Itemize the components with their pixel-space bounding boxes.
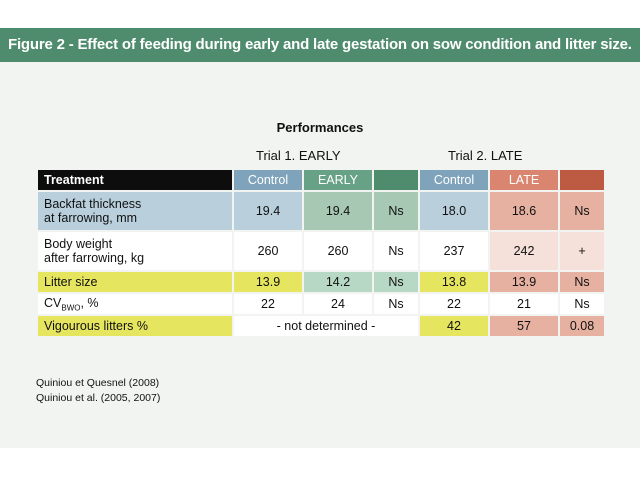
header-treatment: Treatment (38, 170, 232, 190)
cell-t2-control: 22 (420, 294, 488, 314)
row-label: Backfat thickness at farrowing, mm (38, 192, 232, 230)
cell-t1-control: 19.4 (234, 192, 302, 230)
header-t1-sig (374, 170, 418, 190)
cell-t2-late: 13.9 (490, 272, 558, 292)
header-t2-control: Control (420, 170, 488, 190)
cell-t1-early: 260 (304, 232, 372, 270)
row-label-line2: after farrowing, kg (44, 251, 145, 265)
row-label-main: CV (44, 295, 62, 310)
cell-t2-sig: Ns (560, 192, 604, 230)
row-label-tail: , % (80, 295, 99, 310)
cell-t2-control: 18.0 (420, 192, 488, 230)
cell-t2-control: 237 (420, 232, 488, 270)
header-t2-sig (560, 170, 604, 190)
cell-t2-late: 18.6 (490, 192, 558, 230)
cell-t1-control: 13.9 (234, 272, 302, 292)
row-label-line2: at farrowing, mm (44, 211, 138, 225)
cell-t1-sig: Ns (374, 232, 418, 270)
figure-title: Figure 2 - Effect of feeding during earl… (0, 28, 640, 62)
table-row: Backfat thickness at farrowing, mm 19.4 … (38, 192, 604, 230)
header-t1-control: Control (234, 170, 302, 190)
cell-t2-late: 242 (490, 232, 558, 270)
cell-t2-late: 21 (490, 294, 558, 314)
table-row: CVBWO, % 22 24 Ns 22 21 Ns (38, 294, 604, 314)
reference-item: Quiniou et Quesnel (2008) (36, 377, 160, 389)
references: Quiniou et Quesnel (2008) Quiniou et al.… (36, 376, 160, 406)
cell-t1-early: 24 (304, 294, 372, 314)
row-label: CVBWO, % (38, 294, 232, 314)
table-row: Body weight after farrowing, kg 260 260 … (38, 232, 604, 270)
cell-t2-control: 13.8 (420, 272, 488, 292)
cell-t2-late: 57 (490, 316, 558, 336)
performance-table: Treatment Control EARLY Control LATE Bac… (36, 168, 606, 338)
row-label: Vigourous litters % (38, 316, 232, 336)
reference-item: Quiniou et al. (2005, 2007) (36, 392, 161, 404)
trial1-label: Trial 1. EARLY (256, 148, 341, 163)
row-label-sub: BWO (61, 303, 81, 313)
table-row: Vigourous litters % - not determined - 4… (38, 316, 604, 336)
cell-t2-sig: Ns (560, 272, 604, 292)
cell-t1-sig: Ns (374, 192, 418, 230)
cell-t1-sig: Ns (374, 272, 418, 292)
cell-t1-early: 19.4 (304, 192, 372, 230)
header-t2-late: LATE (490, 170, 558, 190)
cell-t1-control: 260 (234, 232, 302, 270)
row-label-line1: Body weight (44, 237, 113, 251)
table-header-row: Treatment Control EARLY Control LATE (38, 170, 604, 190)
cell-t2-sig: + (560, 232, 604, 270)
cell-t1-not-determined: - not determined - (234, 316, 418, 336)
trial2-label: Trial 2. LATE (448, 148, 523, 163)
cell-t2-control: 42 (420, 316, 488, 336)
table-row: Litter size 13.9 14.2 Ns 13.8 13.9 Ns (38, 272, 604, 292)
row-label: Litter size (38, 272, 232, 292)
cell-t1-early: 14.2 (304, 272, 372, 292)
row-label: Body weight after farrowing, kg (38, 232, 232, 270)
cell-t1-sig: Ns (374, 294, 418, 314)
table-caption: Performances (276, 120, 364, 135)
cell-t2-sig: Ns (560, 294, 604, 314)
header-t1-early: EARLY (304, 170, 372, 190)
cell-t1-control: 22 (234, 294, 302, 314)
row-label-line1: Backfat thickness (44, 197, 142, 211)
cell-t2-sig: 0.08 (560, 316, 604, 336)
